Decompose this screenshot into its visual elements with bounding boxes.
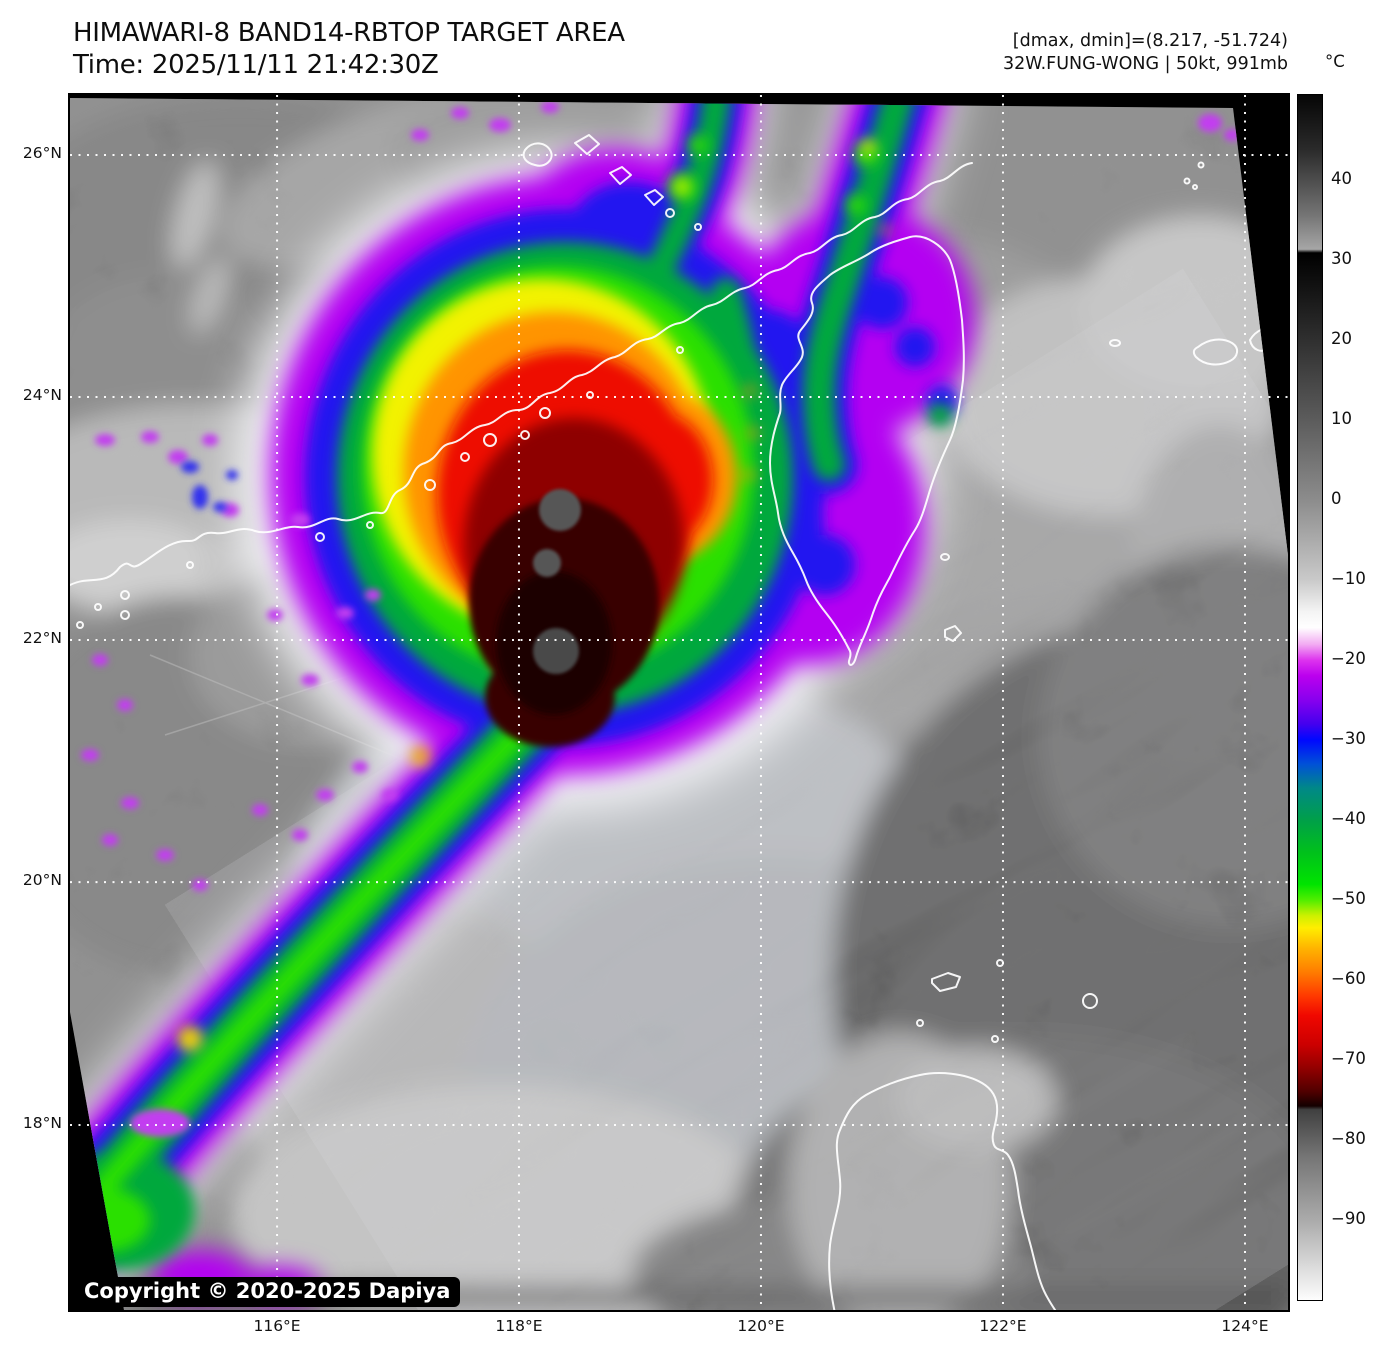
cirrus-streaks — [165, 268, 1288, 1310]
colorbar-tick-label: −10 — [1331, 569, 1366, 588]
typhoon-fung-wong — [70, 98, 1240, 1310]
colorbar-tick-label: −30 — [1331, 729, 1366, 749]
colorbar-tick-label: −70 — [1331, 1048, 1366, 1068]
latitude-label: 24°N — [22, 386, 62, 405]
coastline-taiwan — [769, 235, 965, 666]
taiwan-offshore-islands — [940, 553, 962, 642]
colorbar-gradient — [1298, 95, 1322, 1300]
timestamp: Time: 2025/11/11 21:42:30Z — [73, 50, 439, 80]
blue-flecks — [181, 461, 238, 512]
colorbar-tick-label: −20 — [1331, 649, 1366, 669]
longitude-label: 122°E — [979, 1317, 1027, 1335]
colorbar-tick-label: −80 — [1331, 1128, 1366, 1148]
colorbar — [1297, 94, 1323, 1301]
longitude-label: 116°E — [253, 1317, 301, 1335]
storm-info: [dmax, dmin]=(8.217, -51.724) 32W.FUNG-W… — [1003, 30, 1288, 76]
coastline-china — [70, 162, 973, 586]
satellite-scene — [70, 95, 1288, 1310]
colorbar-tick-label: −50 — [1331, 888, 1366, 908]
colorbar-tick-label: −40 — [1331, 809, 1366, 829]
latitude-label: 22°N — [22, 629, 62, 648]
copyright-badge: Copyright © 2020-2025 Dapiya — [74, 1277, 461, 1307]
page-title: HIMAWARI-8 BAND14-RBTOP TARGET AREA — [73, 18, 625, 48]
latitude-label: 26°N — [22, 144, 62, 163]
satellite-data-area — [70, 98, 1288, 1310]
dmax-dmin-readout: [dmax, dmin]=(8.217, -51.724) — [1012, 31, 1288, 51]
longitude-label: 120°E — [737, 1317, 785, 1335]
colorbar-tick-label: 40 — [1331, 168, 1352, 188]
grid-lines — [70, 95, 1288, 1310]
colorbar-unit-label: °C — [1325, 52, 1345, 71]
china-coast-islets — [76, 346, 684, 629]
colorbar-ticks: 40 30 20 10 0 −10 −20 −30 −40 −50 −60 −70 −80 −90 — [1331, 94, 1387, 1299]
coastlines — [70, 134, 1285, 1310]
colorbar-tick-label: 0 — [1331, 489, 1342, 508]
coastline-luzon — [828, 1072, 1073, 1310]
zhejiang-islands — [522, 134, 702, 231]
colorbar-tick-label: 20 — [1331, 328, 1352, 348]
satellite-map: Copyright © 2020-2025 Dapiya — [68, 93, 1290, 1312]
longitude-label: 124°E — [1221, 1317, 1269, 1335]
latitude-label: 20°N — [22, 871, 62, 890]
colorbar-tick-label: 10 — [1331, 408, 1352, 428]
overshoot-gray-spots — [533, 489, 581, 674]
longitude-label: 118°E — [495, 1317, 543, 1335]
colorbar-tick-label: 30 — [1331, 248, 1352, 268]
dark-sea-streaks — [998, 1038, 1246, 1237]
latitude-label: 18°N — [22, 1113, 62, 1132]
storm-id-intensity: 32W.FUNG-WONG | 50kt, 991mb — [1003, 54, 1288, 74]
colorbar-tick-label: −60 — [1331, 968, 1366, 988]
purple-flecks — [81, 101, 1240, 1137]
colorbar-tick-label: −90 — [1331, 1208, 1366, 1228]
